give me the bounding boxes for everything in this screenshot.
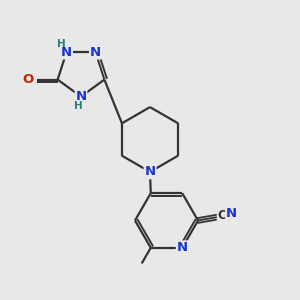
Text: H: H bbox=[57, 39, 65, 49]
Text: H: H bbox=[74, 100, 82, 111]
Text: N: N bbox=[177, 241, 188, 254]
Text: N: N bbox=[144, 165, 156, 178]
Text: N: N bbox=[75, 90, 87, 103]
Text: N: N bbox=[90, 46, 101, 59]
Text: N: N bbox=[61, 46, 72, 59]
Text: O: O bbox=[22, 73, 33, 86]
Text: N: N bbox=[226, 208, 237, 220]
Text: C: C bbox=[218, 209, 226, 222]
